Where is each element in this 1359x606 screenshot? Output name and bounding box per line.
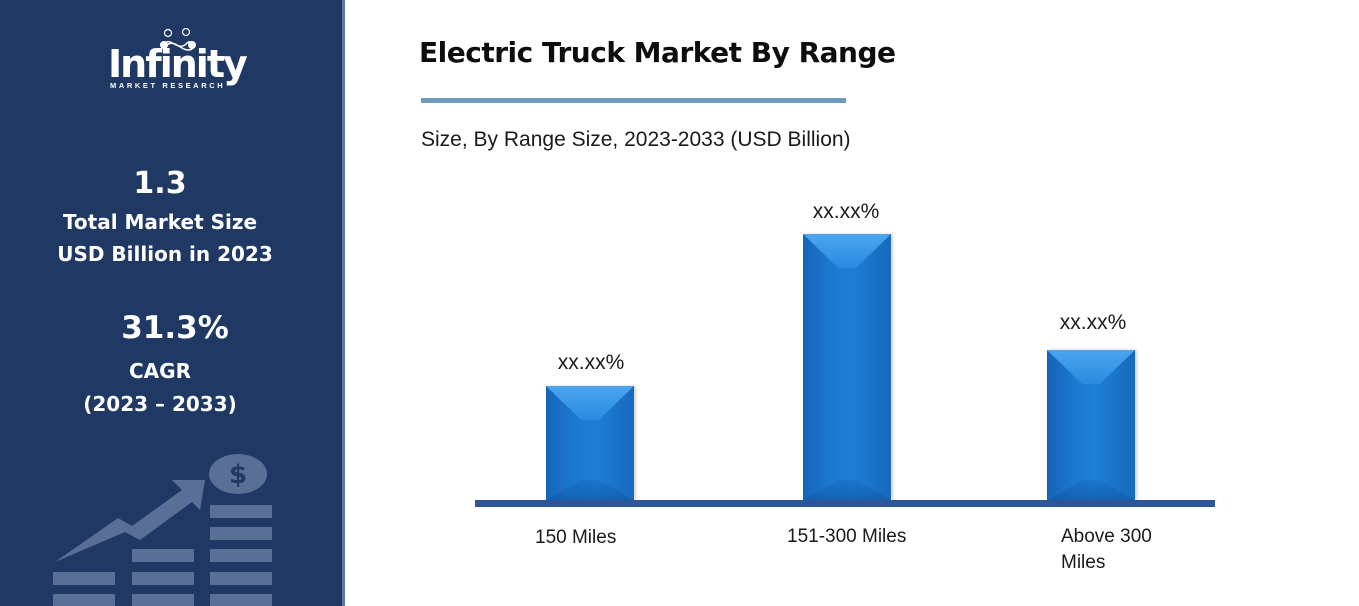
bar-data-label: xx.xx% <box>1059 311 1127 334</box>
market-size-label-line1: Total Market Size <box>62 210 258 234</box>
category-label: 151-300 Miles <box>787 526 907 547</box>
brand-tagline: MARKET RESEARCH <box>110 81 226 90</box>
category-label: Above 300 Miles <box>1061 526 1152 573</box>
cagr-value: 31.3% <box>121 310 229 346</box>
market-size-label-line2: USD Billion in 2023 <box>57 242 273 266</box>
market-size-value: 1.3 <box>133 166 187 201</box>
title-divider <box>421 98 846 103</box>
infinity-logo-icon <box>160 28 196 51</box>
bar-151-300-miles <box>803 234 891 500</box>
bar-data-label: xx.xx% <box>557 351 625 374</box>
svg-text:$: $ <box>229 460 247 490</box>
summary-sidebar: Infinity MARKET RESEARCH 1.3 Total Marke… <box>0 0 345 606</box>
chart-subtitle: Size, By Range Size, 2023-2033 (USD Bill… <box>421 128 851 151</box>
growth-chart-dollar-icon: $ <box>53 454 272 606</box>
cagr-period: (2023 – 2033) <box>83 392 237 416</box>
cagr-label: CAGR <box>129 359 191 383</box>
bar-above-300-miles <box>1047 350 1135 500</box>
chart-title: Electric Truck Market By Range <box>419 36 896 69</box>
brand-name: Infinity <box>108 42 248 86</box>
category-label: 150 Miles <box>535 527 617 548</box>
bar-data-label: xx.xx% <box>812 200 880 223</box>
x-axis-baseline <box>475 500 1215 507</box>
brand-logo: Infinity MARKET RESEARCH <box>108 28 248 93</box>
bar-150-miles <box>546 386 634 500</box>
